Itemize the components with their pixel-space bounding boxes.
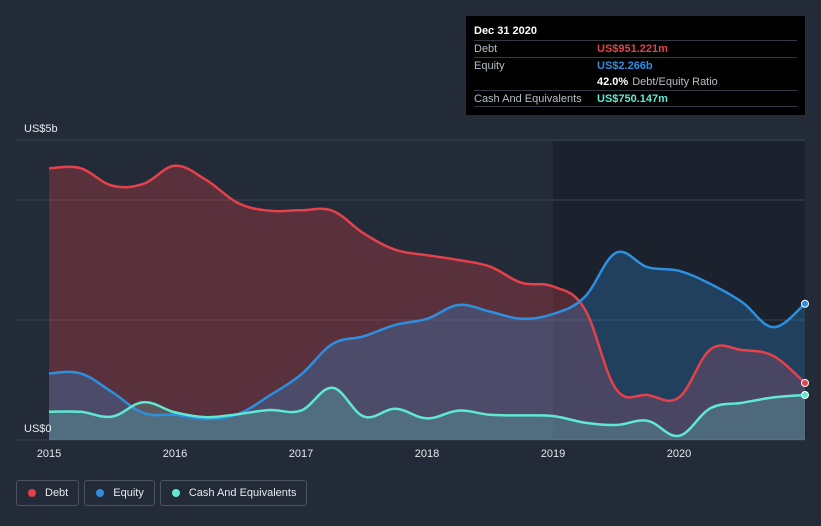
equity-end-point [801, 299, 809, 308]
plot-future-shade [553, 141, 805, 440]
legend: Debt Equity Cash And Equivalents [16, 480, 308, 506]
legend-equity-label: Equity [113, 487, 144, 499]
tooltip-panel: Dec 31 2020 Debt US$951.221m Equity US$2… [466, 16, 805, 115]
tooltip-equity-value: US$2.266b [597, 60, 653, 72]
area-layer [49, 165, 805, 440]
tooltip-row-cash: Cash And Equivalents US$750.147m [474, 90, 797, 107]
tooltip-cash-value: US$750.147m [597, 93, 668, 105]
debt-line [48, 164, 806, 402]
debt-dot-icon [28, 489, 36, 497]
cash-and-equivalents-line [48, 386, 806, 438]
equity-area [49, 251, 805, 440]
y-top-label: US$5b [24, 123, 58, 135]
debt-area [49, 165, 805, 440]
tooltip-row-ratio: 42.0% Debt/Equity Ratio [474, 74, 797, 90]
cash-dot-icon [171, 489, 180, 497]
tooltip-ratio-label: Debt/Equity Ratio [632, 76, 718, 88]
legend-item-equity[interactable]: Equity [84, 480, 155, 506]
tooltip-debt-value: US$951.221m [597, 43, 668, 55]
tooltip-debt-label: Debt [474, 43, 498, 55]
cash-and-equivalents-end-point [801, 391, 809, 399]
grid-lines [16, 139, 805, 441]
x-tick-label: 2019 [541, 448, 565, 460]
equity-dot-icon [96, 489, 105, 497]
line-layer [48, 164, 806, 438]
debt-end-point [801, 379, 809, 387]
x-tick-labels: 2015 2016 2017 2018 2019 2020 [37, 448, 691, 460]
x-tick-label: 2020 [667, 448, 691, 460]
legend-cash-label: Cash And Equivalents [188, 487, 297, 499]
x-tick-label: 2017 [289, 448, 313, 460]
tooltip-row-debt: Debt US$951.221m [474, 40, 797, 57]
tooltip-cash-label: Cash And Equivalents [474, 93, 582, 105]
axis-labels: US$5b US$0 [24, 123, 58, 435]
y-bottom-label: US$0 [24, 423, 52, 435]
legend-debt-label: Debt [45, 487, 69, 499]
legend-item-cash[interactable]: Cash And Equivalents [159, 480, 308, 506]
x-tick-label: 2018 [415, 448, 439, 460]
tooltip-date: Dec 31 2020 [474, 25, 537, 37]
equity-line [48, 250, 806, 421]
cash-and-equivalents-area [49, 387, 805, 440]
tooltip-equity-label: Equity [474, 60, 505, 72]
tooltip-row-equity: Equity US$2.266b [474, 57, 797, 74]
x-tick-label: 2015 [37, 448, 61, 460]
end-points [801, 299, 809, 399]
x-tick-label: 2016 [163, 448, 187, 460]
tooltip-ratio-value: 42.0% [597, 76, 629, 88]
legend-item-debt[interactable]: Debt [16, 480, 80, 506]
